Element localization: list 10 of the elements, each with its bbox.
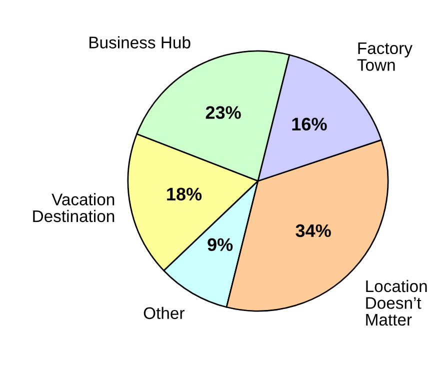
slice-label: Location Doesn’t Matter (366, 280, 427, 326)
slice-label: Other (144, 306, 184, 320)
data-label: 16% (292, 118, 327, 131)
data-label: 9% (208, 238, 233, 252)
slice-label: Vacation Destination (33, 193, 114, 222)
data-label: 18% (167, 188, 202, 200)
data-label: 23% (206, 106, 241, 119)
slice-label: Business Hub (90, 36, 190, 48)
slice-label: Factory Town (357, 42, 412, 71)
data-label: 34% (296, 224, 331, 238)
